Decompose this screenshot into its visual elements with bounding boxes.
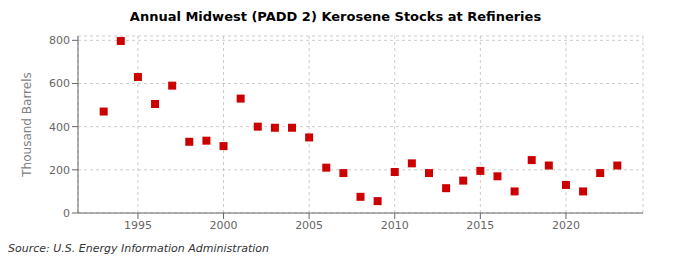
svg-text:200: 200 xyxy=(49,164,70,177)
svg-text:2000: 2000 xyxy=(210,219,238,232)
html-text:Source: U.S. Energy Informatio: Source: U.S. Energy Information Administ… xyxy=(8,242,269,255)
svg-text:2020: 2020 xyxy=(552,219,580,232)
svg-text:600: 600 xyxy=(49,77,70,90)
svg-text:0: 0 xyxy=(63,207,70,220)
svg-text:800: 800 xyxy=(49,34,70,47)
html-text:Annual Midwest (PADD 2) Kerose: Annual Midwest (PADD 2) Kerosene Stocks … xyxy=(129,9,542,24)
svg-text:2005: 2005 xyxy=(295,219,323,232)
svg-text:400: 400 xyxy=(49,121,70,134)
svg-text:Thousand Barrels: Thousand Barrels xyxy=(20,72,34,177)
svg-text:2010: 2010 xyxy=(381,219,409,232)
svg-text:2015: 2015 xyxy=(466,219,494,232)
svg-text:1995: 1995 xyxy=(124,219,152,232)
